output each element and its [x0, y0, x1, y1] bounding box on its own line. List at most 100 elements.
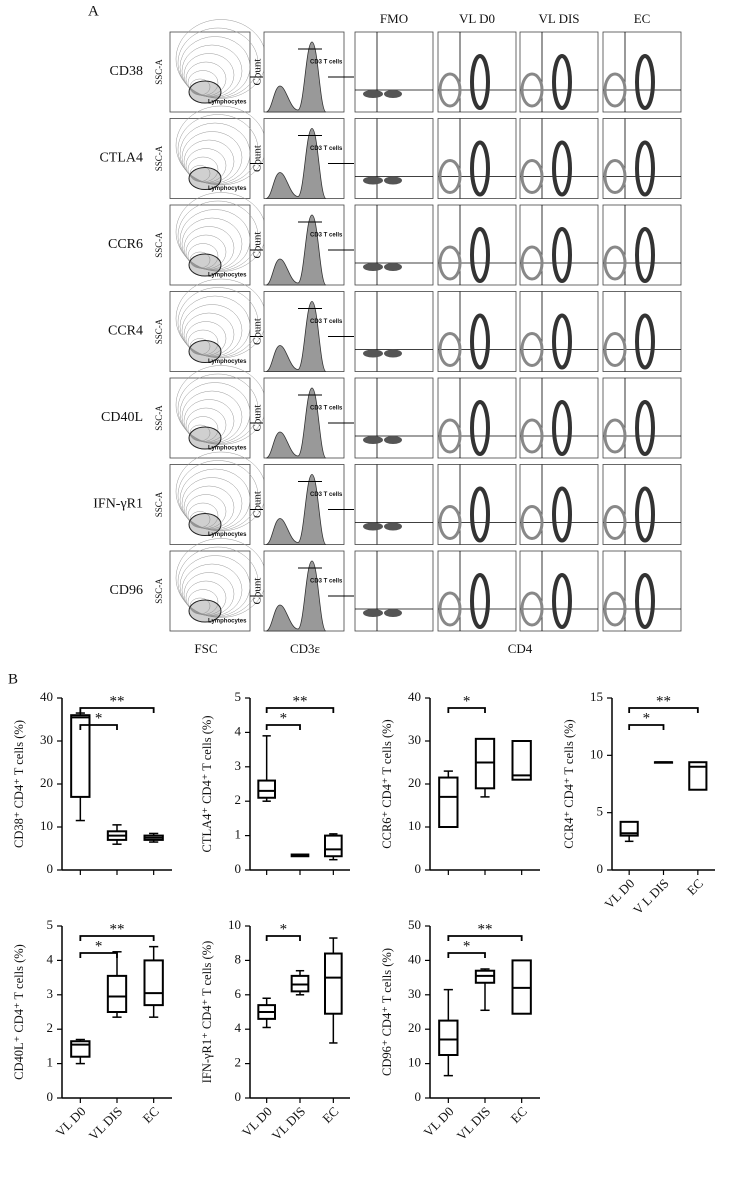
quadrant-frame — [354, 118, 434, 199]
gate-label: CD3 T cells — [310, 60, 343, 66]
y-tick-label: 6 — [235, 986, 242, 1001]
quadrant-frame — [354, 204, 434, 286]
histogram — [265, 474, 327, 545]
population — [635, 313, 655, 370]
y-tick-label: 10 — [40, 818, 53, 833]
column-header: FMO — [380, 11, 408, 26]
population — [635, 573, 655, 629]
quadrant-frame — [519, 204, 599, 286]
x-tick-label: EC — [319, 1104, 341, 1126]
contour — [179, 555, 251, 617]
histogram — [265, 128, 327, 199]
row-label: CD40L — [101, 410, 143, 425]
quadrant-frame — [602, 118, 682, 199]
y-axis-label: CD38⁺ CD4⁺ T cells (%) — [12, 720, 26, 848]
population — [635, 54, 655, 110]
quadrant-frame — [602, 31, 682, 113]
axis-label: Count — [252, 318, 264, 345]
significance-label: * — [463, 693, 471, 709]
histogram — [265, 41, 327, 113]
y-tick-label: 1 — [235, 827, 242, 842]
quadrant-frame — [437, 291, 517, 372]
population — [552, 140, 572, 197]
significance-label: ** — [656, 693, 671, 709]
population — [363, 522, 383, 531]
significance-bracket — [447, 935, 523, 941]
axis-label: SSC-A — [154, 578, 164, 604]
significance-bracket — [79, 707, 155, 713]
population — [438, 245, 462, 281]
y-tick-label: 0 — [235, 861, 242, 876]
population — [552, 400, 572, 456]
quadrant-frame — [519, 31, 599, 113]
population — [635, 140, 655, 197]
gate-label: Lymphocytes — [208, 359, 247, 365]
population — [603, 245, 627, 281]
population — [384, 436, 402, 444]
y-axis-label: CD96⁺ CD4⁺ T cells (%) — [380, 948, 394, 1076]
population — [470, 573, 490, 629]
contour — [179, 382, 251, 444]
histogram — [265, 560, 327, 632]
axis-label: SSC-A — [154, 491, 164, 517]
population — [552, 313, 572, 370]
axis-label: SSC-A — [154, 405, 164, 431]
column-header: VL D0 — [459, 11, 495, 26]
gate-label: CD3 T cells — [310, 579, 343, 585]
axis-label: FSC — [194, 641, 217, 656]
significance-label: * — [280, 710, 288, 726]
contour — [181, 563, 243, 617]
population — [438, 72, 462, 108]
contour — [179, 468, 251, 531]
y-tick-label: 0 — [47, 1089, 54, 1104]
y-tick-label: 20 — [408, 775, 421, 790]
population — [384, 263, 402, 271]
gate — [188, 426, 222, 450]
gate — [188, 340, 222, 363]
population — [470, 313, 490, 370]
population — [635, 400, 655, 456]
y-tick-label: 30 — [40, 732, 53, 747]
significance-label: ** — [110, 693, 125, 709]
population — [520, 245, 544, 281]
axis-label: Count — [252, 232, 264, 259]
quadrant-frame — [354, 550, 434, 632]
row-label: CCR4 — [108, 324, 143, 339]
contour — [181, 390, 243, 444]
quadrant-frame — [519, 377, 599, 459]
contour — [185, 148, 227, 183]
population — [603, 72, 627, 108]
y-tick-label: 10 — [590, 746, 603, 761]
contour — [179, 122, 251, 185]
box — [688, 761, 708, 791]
row-label: IFN-γR1 — [93, 497, 143, 512]
significance-label: * — [95, 710, 103, 726]
histogram — [265, 301, 327, 372]
axis-label: SSC-A — [154, 59, 164, 85]
population — [520, 505, 544, 540]
axis-label: Count — [252, 491, 264, 518]
panel-label: B — [8, 671, 18, 687]
population — [363, 609, 383, 617]
quadrant-frame — [437, 118, 517, 199]
gate — [188, 253, 222, 277]
y-tick-label: 1 — [47, 1055, 54, 1070]
histogram — [265, 387, 327, 459]
box — [106, 974, 128, 1014]
quadrant-frame — [354, 464, 434, 545]
y-tick-label: 10 — [408, 818, 421, 833]
y-tick-label: 5 — [47, 917, 54, 932]
population — [384, 522, 402, 531]
axis-label: SSC-A — [154, 145, 164, 171]
population — [470, 54, 490, 110]
significance-bracket — [79, 724, 118, 730]
gate-label: CD3 T cells — [310, 406, 343, 412]
histogram — [265, 214, 327, 286]
contour — [179, 209, 251, 271]
contour — [181, 304, 243, 357]
gate — [188, 167, 222, 190]
contour — [181, 131, 243, 184]
contour — [183, 399, 235, 443]
contour — [183, 226, 235, 270]
